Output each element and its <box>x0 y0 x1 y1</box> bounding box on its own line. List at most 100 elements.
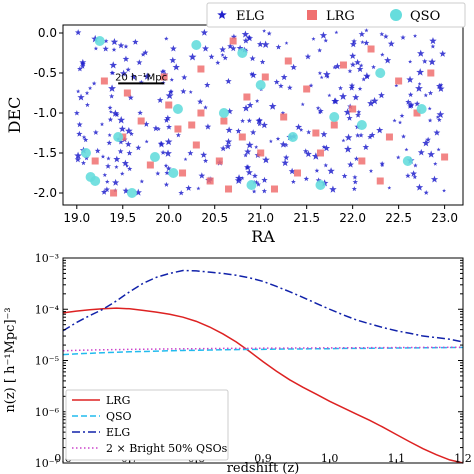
elg-point <box>356 109 362 115</box>
elg-point <box>256 181 261 187</box>
elg-point <box>314 168 320 173</box>
elg-point <box>254 145 259 149</box>
elg-point <box>323 38 329 43</box>
elg-point <box>249 55 256 62</box>
elg-point <box>249 71 257 79</box>
elg-point <box>361 76 367 82</box>
x-tick-label: 20.5 <box>201 211 228 225</box>
elg-point <box>136 59 143 66</box>
elg-point <box>105 163 111 169</box>
elg-point <box>143 121 150 127</box>
elg-point <box>349 52 357 59</box>
elg-point <box>246 34 252 40</box>
elg-point <box>112 178 120 186</box>
elg-point <box>256 117 263 123</box>
elg-point <box>436 110 445 118</box>
elg-point <box>118 139 124 145</box>
elg-point <box>317 70 323 75</box>
elg-point <box>249 71 255 77</box>
elg-point <box>406 75 414 83</box>
elg-point <box>208 53 215 60</box>
elg-point <box>268 139 273 144</box>
legend-label: QSO <box>106 410 132 423</box>
elg-point <box>170 45 177 52</box>
elg-point <box>334 30 339 35</box>
elg-point <box>360 40 365 44</box>
elg-point <box>80 160 86 166</box>
elg-point <box>370 96 379 105</box>
elg-point <box>353 156 360 161</box>
elg-point <box>107 105 113 110</box>
elg-point <box>317 47 323 53</box>
lrg-point <box>174 125 182 133</box>
qso-point <box>218 108 229 118</box>
elg-point <box>130 73 137 80</box>
elg-point <box>107 116 114 122</box>
elg-point <box>344 133 353 141</box>
elg-point <box>79 58 87 66</box>
elg-point <box>394 83 399 88</box>
lrg-point <box>349 105 357 113</box>
elg-point <box>412 33 418 38</box>
elg-point <box>257 121 262 127</box>
legend-label: LRG <box>326 9 355 24</box>
elg-point <box>110 70 116 76</box>
sky-scatter-panel: 19.0 19.5 20.0 20.5 21.0 21.5 22.0 22.5 23.0 0.0… <box>5 2 466 246</box>
elg-point <box>392 118 397 123</box>
elg-point <box>135 144 142 151</box>
elg-point <box>188 52 197 61</box>
elg-point <box>261 188 267 194</box>
elg-point <box>427 90 434 96</box>
elg-point <box>398 120 403 125</box>
elg-point <box>242 37 250 44</box>
elg-point <box>92 129 99 135</box>
elg-point <box>284 41 289 45</box>
elg-point <box>427 106 432 111</box>
elg-point <box>287 84 293 91</box>
elg-point <box>319 75 324 80</box>
elg-point <box>416 49 425 57</box>
elg-point <box>119 171 125 176</box>
elg-point <box>119 69 128 77</box>
elg-point <box>134 188 142 196</box>
elg-point <box>225 126 233 134</box>
elg-point <box>183 157 188 161</box>
elg-point <box>164 170 170 176</box>
elg-point <box>304 150 312 158</box>
elg-point <box>123 44 129 49</box>
elg-point <box>103 38 109 44</box>
elg-point <box>111 47 117 52</box>
elg-point <box>163 163 169 168</box>
elg-point <box>84 90 90 95</box>
elg-point <box>202 44 210 52</box>
elg-point <box>376 126 384 134</box>
elg-point <box>400 34 406 40</box>
elg-point <box>159 68 165 74</box>
elg-point <box>341 173 348 179</box>
y-tick-label: -0.5 <box>34 66 57 80</box>
y-tick-label: 10⁻⁴ <box>35 303 60 316</box>
qso-point <box>329 112 340 122</box>
elg-point <box>302 148 309 154</box>
x-tick-label: 22.5 <box>385 211 412 225</box>
elg-point <box>74 151 82 160</box>
elg-point <box>109 61 118 69</box>
elg-point <box>423 190 429 195</box>
elg-point <box>108 84 116 92</box>
elg-point <box>332 65 337 70</box>
elg-point <box>74 156 82 163</box>
elg-point <box>423 93 428 98</box>
lrg-point <box>197 109 205 117</box>
elg-point <box>320 130 328 138</box>
elg-point <box>164 149 172 157</box>
scatter-points <box>73 28 449 198</box>
elg-point <box>262 28 267 33</box>
elg-point <box>349 61 356 68</box>
elg-point <box>224 137 233 145</box>
y-axis-label: DEC <box>5 97 24 134</box>
elg-point <box>354 58 361 66</box>
y-axis-ticks: 10⁻⁷ 10⁻⁶ 10⁻⁵ 10⁻⁴ 10⁻³ <box>35 252 463 470</box>
elg-point <box>404 147 409 152</box>
elg-point <box>169 89 174 94</box>
elg-point <box>325 74 330 79</box>
